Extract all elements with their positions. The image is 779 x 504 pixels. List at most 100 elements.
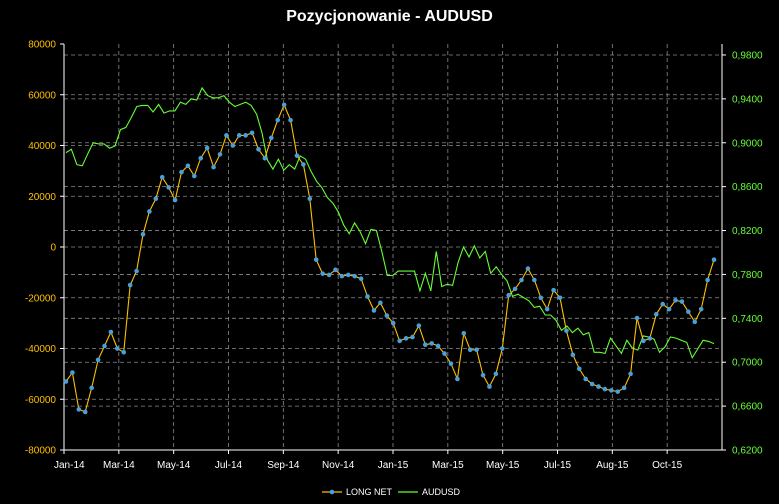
data-point-long-net bbox=[416, 323, 422, 328]
data-point-long-net bbox=[275, 117, 281, 123]
data-point-long-net bbox=[159, 174, 165, 180]
x-tick-label: Oct-15 bbox=[652, 460, 682, 471]
data-point-long-net bbox=[512, 286, 518, 292]
axis-layer: -80000 -60000 -40000 -20000 0 20000 40000 60000… bbox=[25, 40, 763, 472]
x-tick-label: Jan-14 bbox=[54, 460, 85, 471]
data-point-long-net bbox=[211, 164, 216, 170]
data-point-long-net bbox=[410, 334, 415, 340]
data-point-long-net bbox=[557, 295, 563, 301]
data-point-long-net bbox=[115, 346, 120, 351]
data-point-long-net bbox=[102, 343, 107, 349]
left-tick-label: -60000 bbox=[25, 395, 57, 406]
data-point-long-net bbox=[679, 299, 685, 304]
data-point-long-net bbox=[519, 277, 524, 283]
data-point-long-net bbox=[204, 145, 210, 151]
data-point-long-net bbox=[243, 133, 248, 138]
data-point-long-net bbox=[89, 385, 94, 391]
data-point-long-net bbox=[140, 232, 146, 237]
data-point-long-net bbox=[544, 306, 550, 312]
data-point-long-net bbox=[673, 297, 678, 303]
right-tick-label: 0,8600 bbox=[732, 182, 763, 193]
data-point-long-net bbox=[294, 153, 300, 158]
data-point-long-net bbox=[339, 273, 345, 279]
x-tick-label: Mar-15 bbox=[432, 460, 464, 471]
data-point-long-net bbox=[474, 347, 479, 353]
data-point-long-net bbox=[666, 306, 672, 312]
data-point-long-net bbox=[576, 366, 582, 372]
data-point-long-net bbox=[467, 347, 473, 353]
x-tick-label: Jul-15 bbox=[544, 460, 572, 471]
data-point-long-net bbox=[320, 271, 325, 276]
data-point-long-net bbox=[634, 315, 640, 321]
data-point-long-net bbox=[403, 336, 409, 341]
left-tick-label: 0 bbox=[50, 243, 56, 254]
data-point-long-net bbox=[686, 309, 691, 315]
data-point-long-net bbox=[609, 388, 614, 393]
legend-label-long-net: LONG NET bbox=[346, 487, 393, 497]
data-point-long-net bbox=[281, 102, 287, 108]
data-point-long-net bbox=[313, 257, 319, 262]
data-point-long-net bbox=[692, 319, 698, 325]
data-point-long-net bbox=[185, 163, 191, 169]
data-point-long-net bbox=[532, 277, 537, 283]
data-point-long-net bbox=[506, 292, 511, 298]
data-point-long-net bbox=[397, 338, 402, 344]
data-point-long-net bbox=[333, 267, 338, 273]
data-point-long-net bbox=[493, 371, 499, 377]
data-point-long-net bbox=[371, 308, 377, 313]
data-point-long-net bbox=[198, 155, 204, 161]
data-point-long-net bbox=[179, 169, 184, 175]
right-tick-label: 0,9800 bbox=[732, 50, 763, 61]
data-point-long-net bbox=[596, 384, 601, 389]
data-point-long-net bbox=[461, 330, 467, 336]
data-point-long-net bbox=[121, 350, 127, 355]
left-tick-label: -20000 bbox=[25, 293, 57, 304]
data-point-long-net bbox=[326, 272, 332, 278]
data-point-long-net bbox=[63, 379, 69, 384]
right-tick-label: 0,9400 bbox=[732, 94, 763, 105]
data-point-long-net bbox=[249, 130, 255, 136]
left-tick-label: 20000 bbox=[28, 192, 56, 203]
data-point-long-net bbox=[487, 384, 492, 389]
right-tick-label: 0,6200 bbox=[732, 446, 763, 457]
data-point-long-net bbox=[76, 407, 82, 412]
right-tick-label: 0,7000 bbox=[732, 358, 763, 369]
data-point-long-net bbox=[480, 372, 486, 378]
data-point-long-net bbox=[653, 311, 659, 317]
right-tick-label: 0,8200 bbox=[732, 226, 763, 237]
legend-marker-long-net bbox=[329, 489, 335, 495]
data-point-long-net bbox=[288, 117, 293, 123]
x-tick-label: May-15 bbox=[486, 460, 520, 471]
data-point-long-net bbox=[358, 276, 364, 282]
data-point-long-net bbox=[345, 272, 351, 278]
x-tick-label: Jan-15 bbox=[378, 460, 409, 471]
right-tick-label: 0,7400 bbox=[732, 314, 763, 325]
data-point-long-net bbox=[551, 287, 556, 293]
data-point-long-net bbox=[70, 370, 75, 375]
data-point-long-net bbox=[705, 277, 710, 283]
data-point-long-net bbox=[602, 386, 608, 392]
data-point-long-net bbox=[352, 273, 358, 279]
right-tick-label: 0,7800 bbox=[732, 270, 763, 281]
data-point-long-net bbox=[448, 361, 454, 367]
left-tick-label: -40000 bbox=[25, 344, 57, 355]
data-point-long-net bbox=[262, 155, 268, 161]
data-point-long-net bbox=[711, 257, 717, 262]
data-point-long-net bbox=[172, 197, 178, 203]
data-point-long-net bbox=[256, 147, 261, 152]
data-point-long-net bbox=[538, 295, 544, 301]
x-tick-label: May-14 bbox=[157, 460, 191, 471]
data-point-long-net bbox=[236, 133, 242, 138]
left-tick-label: 80000 bbox=[28, 40, 56, 51]
left-tick-label: 60000 bbox=[28, 90, 56, 101]
data-point-long-net bbox=[442, 351, 447, 356]
data-point-long-net bbox=[134, 268, 139, 274]
data-point-long-net bbox=[127, 282, 133, 288]
grid-layer bbox=[64, 44, 722, 450]
x-tick-label: Nov-14 bbox=[322, 460, 355, 471]
data-point-long-net bbox=[429, 341, 435, 346]
legend: LONG NET AUDUSD bbox=[322, 487, 461, 497]
x-tick-label: Aug-15 bbox=[596, 460, 629, 471]
data-point-long-net bbox=[153, 196, 159, 202]
data-point-long-net bbox=[230, 143, 236, 148]
